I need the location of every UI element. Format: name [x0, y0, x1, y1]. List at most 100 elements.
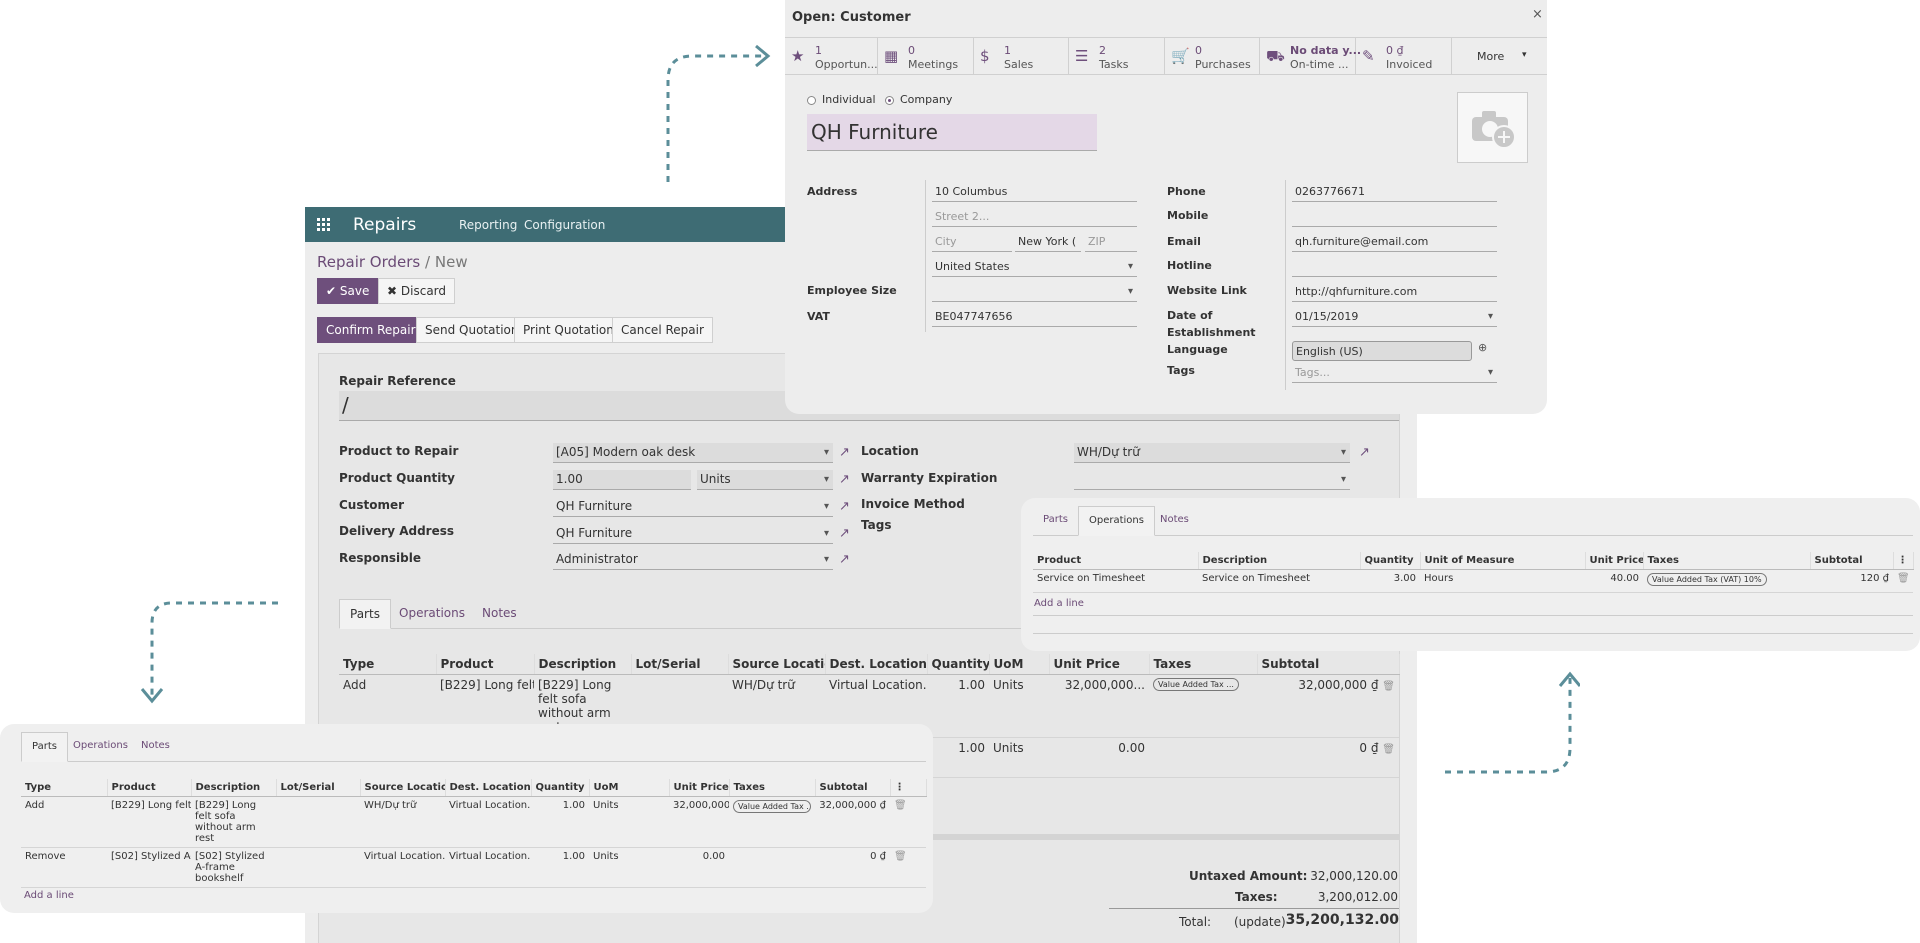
col-quantity[interactable]: Quantity [1360, 552, 1421, 570]
col-dest[interactable]: Dest. Location [825, 654, 928, 675]
hotline-input[interactable] [1292, 257, 1497, 277]
responsible-select[interactable]: Administrator [553, 550, 833, 570]
tax-badge[interactable]: Value Added Tax ... [1153, 678, 1239, 691]
tax-badge[interactable]: Value Added Tax (VAT) 10% [1647, 573, 1767, 586]
vat-input[interactable]: BE047747656 [932, 307, 1137, 327]
col-unit-price[interactable]: Unit Price [1049, 654, 1150, 675]
col-quantity[interactable]: Quantity [927, 654, 990, 675]
col-product[interactable]: Product [1033, 552, 1199, 570]
tab-operations[interactable]: Operations [1078, 506, 1155, 536]
stat-opportunities[interactable]: ★ 1 Opportun... [785, 37, 878, 75]
external-link-icon[interactable]: ↗ [839, 445, 850, 460]
trash-icon[interactable]: 🗑 [1382, 744, 1395, 755]
warranty-input[interactable] [1074, 470, 1350, 490]
close-icon[interactable]: × [1532, 7, 1543, 22]
col-lot[interactable]: Lot/Serial [276, 779, 361, 797]
external-link-icon[interactable]: ↗ [1359, 445, 1370, 460]
delivery-address-select[interactable]: QH Furniture [553, 524, 833, 544]
col-taxes[interactable]: Taxes [1149, 654, 1258, 675]
menu-reporting[interactable]: Reporting [459, 218, 518, 232]
col-dest[interactable]: Dest. Location [445, 779, 532, 797]
tab-notes[interactable]: Notes [482, 606, 517, 620]
apps-grid-icon[interactable] [317, 218, 330, 231]
update-link[interactable]: (update) [1234, 915, 1286, 929]
add-line-link[interactable]: Add a line [24, 890, 74, 901]
col-taxes[interactable]: Taxes [1643, 552, 1811, 570]
col-quantity[interactable]: Quantity [531, 779, 590, 797]
tags-input[interactable]: Tags... [1292, 363, 1497, 383]
trash-icon[interactable]: 🗑 [1893, 569, 1913, 593]
trash-icon[interactable]: 🗑 [890, 847, 926, 888]
col-description[interactable]: Description [534, 654, 632, 675]
avatar-upload[interactable] [1457, 92, 1528, 163]
zip-input[interactable]: ZIP [1085, 232, 1137, 252]
tab-parts[interactable]: Parts [339, 599, 391, 629]
column-options-icon[interactable]: ⋮ [890, 779, 927, 797]
col-unit-price[interactable]: Unit Price [1585, 552, 1644, 570]
save-button[interactable]: ✔ Save [317, 278, 379, 304]
location-select[interactable]: WH/Dự trữ [1074, 443, 1350, 463]
send-quotation-button[interactable]: Send Quotation [416, 317, 528, 343]
establishment-date-input[interactable]: 01/15/2019 [1292, 307, 1497, 327]
tab-operations[interactable]: Operations [399, 606, 465, 620]
radio-company[interactable] [885, 96, 894, 105]
tab-parts[interactable]: Parts [21, 732, 68, 762]
website-input[interactable]: http://qhfurniture.com [1292, 282, 1497, 302]
product-uom-select[interactable]: Units [697, 470, 833, 490]
customer-name-input[interactable]: QH Furniture [807, 114, 1097, 151]
stat-on-time[interactable]: ⛟ No data y... On-time ... [1260, 37, 1361, 75]
col-product[interactable]: Product [436, 654, 535, 675]
col-uom[interactable]: Unit of Measure [1420, 552, 1586, 570]
phone-input[interactable]: 0263776671 [1292, 182, 1497, 202]
trash-icon[interactable]: 🗑 [1382, 681, 1395, 692]
email-input[interactable]: qh.furniture@email.com [1292, 232, 1497, 252]
table-row[interactable]: Service on Timesheet Service on Timeshee… [1033, 569, 1913, 593]
menu-configuration[interactable]: Configuration [524, 218, 606, 232]
stat-tasks[interactable]: ☰ 2 Tasks [1069, 37, 1165, 75]
col-product[interactable]: Product [107, 779, 192, 797]
external-link-icon[interactable]: ↗ [839, 526, 850, 541]
table-row[interactable]: Add [B229] Long felt... [B229] Long felt… [21, 796, 926, 848]
col-type[interactable]: Type [339, 654, 437, 675]
col-source[interactable]: Source Locatio... [728, 654, 826, 675]
breadcrumb-parent[interactable]: Repair Orders [317, 253, 421, 271]
cancel-repair-button[interactable]: Cancel Repair [612, 317, 713, 343]
col-subtotal[interactable]: Subtotal [1810, 552, 1894, 570]
trash-icon[interactable]: 🗑 [890, 796, 926, 848]
table-row[interactable]: Remove [S02] Stylized A-... [S02] Styliz… [21, 847, 926, 888]
tax-badge[interactable]: Value Added Tax ... [733, 800, 811, 813]
city-input[interactable]: City [932, 232, 1012, 252]
product-quantity-input[interactable]: 1.00 [553, 470, 691, 490]
discard-button[interactable]: ✖ Discard [378, 278, 456, 304]
stat-sales[interactable]: $ 1 Sales [974, 37, 1069, 75]
col-subtotal[interactable]: Subtotal [1257, 654, 1400, 675]
employee-size-select[interactable] [932, 282, 1137, 302]
external-link-icon[interactable]: ↗ [839, 499, 850, 514]
col-uom[interactable]: UoM [989, 654, 1050, 675]
street2-input[interactable]: Street 2... [932, 207, 1137, 227]
globe-icon[interactable]: ⊕ [1478, 341, 1488, 354]
tab-notes[interactable]: Notes [1160, 514, 1189, 525]
tab-parts[interactable]: Parts [1043, 514, 1068, 525]
state-select[interactable]: New York ( [1015, 232, 1081, 252]
col-unit-price[interactable]: Unit Price [669, 779, 730, 797]
col-source[interactable]: Source Locatio... [360, 779, 446, 797]
mobile-input[interactable] [1292, 207, 1497, 227]
column-options-icon[interactable]: ⋮ [1893, 552, 1914, 570]
confirm-repair-button[interactable]: Confirm Repair [317, 317, 425, 343]
col-description[interactable]: Description [1198, 552, 1361, 570]
add-line-link[interactable]: Add a line [1034, 598, 1084, 609]
country-select[interactable]: United States [932, 257, 1137, 277]
external-link-icon[interactable]: ↗ [839, 552, 850, 567]
tab-operations[interactable]: Operations [73, 740, 128, 751]
col-taxes[interactable]: Taxes [729, 779, 816, 797]
customer-select[interactable]: QH Furniture [553, 497, 833, 517]
col-lot[interactable]: Lot/Serial [631, 654, 729, 675]
print-quotation-button[interactable]: Print Quotation [514, 317, 623, 343]
language-select[interactable]: English (US) [1292, 341, 1472, 361]
col-type[interactable]: Type [21, 779, 108, 797]
stat-purchases[interactable]: 🛒 0 Purchases [1165, 37, 1260, 75]
col-uom[interactable]: UoM [589, 779, 670, 797]
stat-meetings[interactable]: ▦ 0 Meetings [878, 37, 974, 75]
external-link-icon[interactable]: ↗ [839, 472, 850, 487]
